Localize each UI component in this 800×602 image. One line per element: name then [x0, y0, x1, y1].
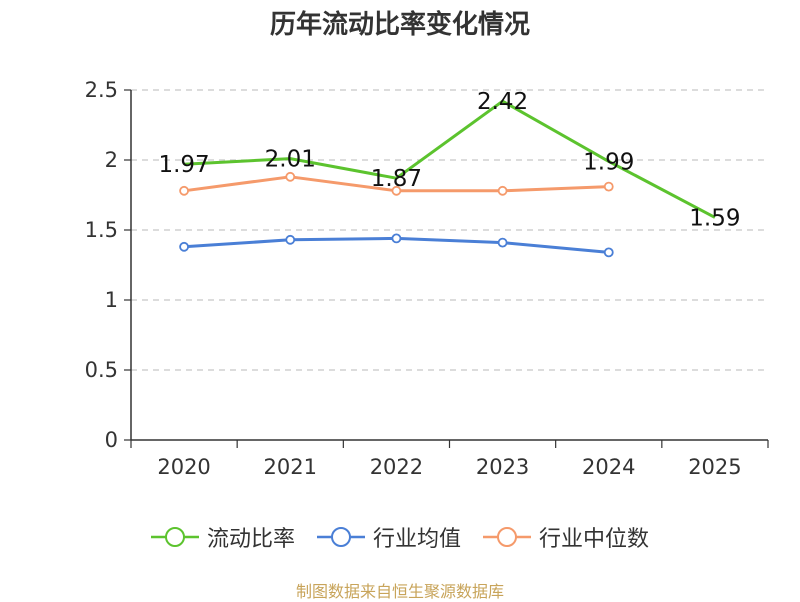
legend-marker	[164, 527, 185, 547]
data-point	[603, 247, 614, 258]
y-tick-label: 0	[105, 428, 118, 452]
legend-swatch-industry-median	[483, 527, 531, 547]
x-tick-label: 2025	[688, 455, 741, 479]
data-label: 1.59	[689, 205, 740, 231]
legend-marker	[330, 527, 351, 547]
data-label: 2.01	[265, 147, 316, 173]
y-tick-label: 0.5	[85, 358, 118, 382]
legend-label-current-ratio: 流动比率	[206, 527, 295, 552]
grid-lines	[131, 89, 768, 371]
data-point	[497, 185, 508, 196]
legend-item-industry-mean[interactable]: 行业均值	[316, 521, 461, 553]
data-label: 1.99	[583, 149, 634, 175]
data-point	[391, 233, 402, 244]
source-note: 制图数据来自恒生聚源数据库	[295, 582, 504, 601]
data-point	[179, 241, 189, 252]
legend-item-industry-median[interactable]: 行业中位数	[483, 521, 649, 553]
data-point	[497, 237, 508, 248]
legend-marker	[497, 527, 517, 547]
legend-item-current-ratio[interactable]: 流动比率	[150, 521, 295, 553]
data-point	[285, 171, 296, 182]
data-label: 1.87	[371, 166, 422, 192]
x-tick-label: 2021	[264, 455, 317, 479]
legend-swatch-current-ratio	[150, 527, 199, 547]
x-tick-label: 2022	[370, 455, 423, 479]
data-point	[285, 234, 296, 245]
legend-label-industry-median: 行业中位数	[539, 527, 650, 552]
y-tick-label: 1	[105, 288, 118, 312]
legend-label-industry-mean: 行业均值	[372, 527, 461, 552]
x-tick-label: 2024	[582, 455, 635, 479]
data-label: 2.42	[477, 89, 528, 115]
series-layer	[179, 99, 716, 258]
data-labels-layer: 1.97 2.01 1.87 2.42 1.99 1.59	[158, 89, 740, 231]
y-tick-label: 1.5	[85, 218, 118, 242]
legend-swatch-industry-mean	[316, 527, 365, 547]
x-tick-label: 2020	[157, 455, 210, 479]
y-tick-label: 2	[105, 148, 118, 172]
line-chart: 0 0.5 1 1.5 2 2.5 2020 2021 2022 2023 2024 2025 1.9…	[85, 78, 769, 479]
y-tick-label: 2.5	[85, 78, 118, 102]
chart-title: 历年流动比率变化情况	[269, 10, 530, 40]
axes: 0 0.5 1 1.5 2 2.5 2020 2021 2022 2023 2024 2025	[85, 78, 769, 479]
series-line-0	[184, 99, 716, 219]
legend: 流动比率 行业均值 行业中位数	[0, 519, 800, 555]
data-point	[179, 185, 189, 196]
data-point	[603, 181, 614, 192]
data-label: 1.97	[158, 152, 209, 178]
x-tick-label: 2023	[476, 455, 529, 479]
data-point	[391, 185, 402, 196]
